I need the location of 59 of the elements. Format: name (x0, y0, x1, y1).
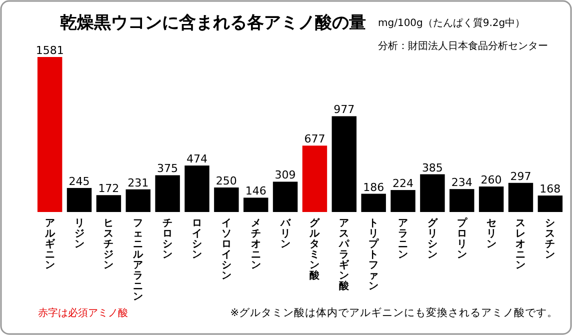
chart-subtitle: mg/100g（たんぱく質9.2g中） (378, 17, 526, 29)
bar (478, 186, 504, 212)
text: 赤字は必須アミノ酸 (38, 307, 128, 319)
x-tick-label: リジン (74, 218, 84, 250)
x-tick-label: アスパラギン酸 (338, 218, 350, 292)
data-label: 1581 (36, 44, 64, 57)
x-tick-label: イソロイシン (221, 218, 232, 282)
bar (450, 189, 474, 212)
bar (390, 190, 416, 212)
x-tick-label: グリシン (427, 217, 438, 260)
data-label: 224 (392, 177, 414, 190)
x-tick-label: グルタミン酸 (308, 217, 321, 282)
data-label: 172 (98, 182, 120, 196)
data-label: 250 (216, 174, 237, 188)
x-tick-label: チロシン (162, 218, 173, 260)
x-tick-label: アルギニン (44, 218, 56, 271)
x-tick-label: ヒスチジン (104, 218, 114, 271)
bar (66, 188, 92, 212)
data-label: 375 (157, 162, 178, 176)
x-tick-label: アラニン (398, 218, 408, 260)
bar (332, 116, 357, 212)
bar (302, 146, 328, 212)
x-tick-label: トリプトファン (368, 218, 380, 292)
bar (538, 196, 563, 212)
data-label: 245 (68, 174, 90, 188)
data-label: 385 (422, 161, 443, 174)
bar (96, 195, 122, 212)
chart-title: 乾燥黒ウコンに含まれる各アミノ酸の量 (60, 13, 366, 33)
x-tick-label: バリン (279, 218, 292, 250)
data-label: 186 (363, 180, 384, 194)
bar (155, 175, 180, 212)
x-tick-label: シスチン (545, 218, 556, 260)
data-label: 146 (245, 184, 266, 198)
data-label: 168 (540, 182, 561, 196)
data-label: 474 (186, 152, 208, 166)
bar (184, 166, 210, 212)
x-tick-label: セリン (486, 218, 496, 250)
bar (420, 174, 445, 212)
bar (126, 189, 150, 212)
x-tick-label: ロイシン (192, 218, 202, 260)
bar (37, 57, 62, 212)
x-tick-label: メチオニン (250, 218, 261, 271)
data-label: 309 (274, 168, 296, 182)
data-label: 260 (480, 174, 502, 187)
bar (243, 198, 268, 212)
bar (361, 194, 386, 212)
bar (214, 187, 239, 212)
data-label: 231 (128, 176, 149, 190)
text: ※グルタミン酸は体内でアルギニンにも変換されるアミノ酸です。 (230, 306, 558, 319)
data-label: 234 (451, 176, 472, 190)
bar (272, 182, 298, 212)
data-label: 977 (334, 103, 355, 116)
x-tick-label: スレオニン (516, 218, 526, 271)
text: 分析：財団法人日本食品分析センター (378, 40, 548, 52)
x-tick-label: フェニルアラニン (132, 218, 144, 302)
bar (508, 182, 534, 212)
data-label: 677 (304, 132, 326, 146)
x-tick-label: プロリン (456, 217, 468, 260)
data-label: 297 (510, 170, 532, 183)
